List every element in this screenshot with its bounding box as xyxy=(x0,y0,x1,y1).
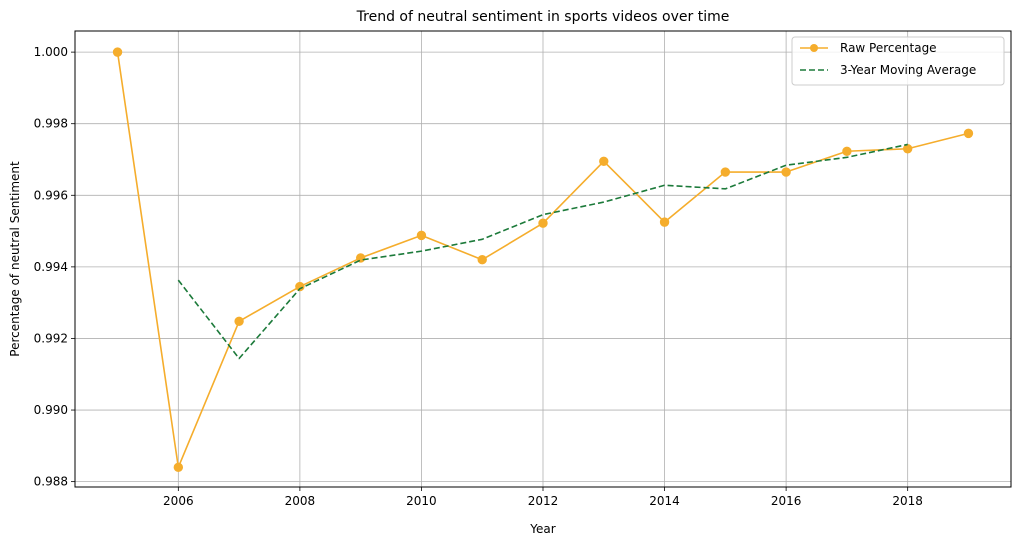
legend-raw-marker-icon xyxy=(810,44,818,52)
x-tick-label: 2012 xyxy=(528,494,559,508)
x-tick-label: 2016 xyxy=(771,494,802,508)
raw-percentage-point xyxy=(538,218,548,228)
x-tick-label: 2006 xyxy=(163,494,194,508)
raw-percentage-point xyxy=(173,462,184,473)
raw-percentage-point xyxy=(781,167,791,177)
x-tick-label: 2018 xyxy=(892,494,923,508)
raw-percentage-point xyxy=(720,167,731,177)
y-tick-label: 0.996 xyxy=(34,188,68,202)
y-axis-label: Percentage of neutral Sentiment xyxy=(8,161,22,357)
moving-average-line xyxy=(177,143,908,360)
x-tick-label: 2010 xyxy=(406,494,437,508)
x-axis-label: Year xyxy=(529,522,555,536)
chart-title: Trend of neutral sentiment in sports vid… xyxy=(356,9,730,25)
raw-percentage-point xyxy=(112,47,123,57)
y-tick-label: 0.990 xyxy=(34,403,68,417)
raw-percentage-point xyxy=(477,255,487,265)
raw-percentage-point xyxy=(842,146,852,156)
raw-percentage-point xyxy=(963,128,974,139)
grid-lines xyxy=(75,31,1011,487)
raw-percentage-point xyxy=(599,156,609,166)
y-tick-label: 0.992 xyxy=(34,331,68,345)
raw-percentage-point xyxy=(416,230,427,241)
y-tick-label: 0.994 xyxy=(34,260,68,274)
x-tick-label: 2008 xyxy=(285,494,316,508)
raw-percentage-point xyxy=(659,217,670,227)
legend-box xyxy=(791,36,1005,86)
axis-ticks: 2006 2008 2010 2012 2014 2016 2018 0.988 0.990 0.… xyxy=(34,45,923,508)
series-layer xyxy=(112,47,974,473)
raw-percentage-point xyxy=(295,281,305,292)
legend: Raw Percentage 3-Year Moving Average xyxy=(791,36,1005,86)
legend-moving-average-label: 3-Year Moving Average xyxy=(840,63,976,77)
legend-raw-label: Raw Percentage xyxy=(840,41,937,55)
y-tick-label: 0.998 xyxy=(34,117,68,131)
y-tick-label: 1.000 xyxy=(34,45,68,59)
x-tick-label: 2014 xyxy=(649,494,680,508)
raw-percentage-point xyxy=(234,316,244,326)
y-tick-label: 0.988 xyxy=(34,475,68,489)
